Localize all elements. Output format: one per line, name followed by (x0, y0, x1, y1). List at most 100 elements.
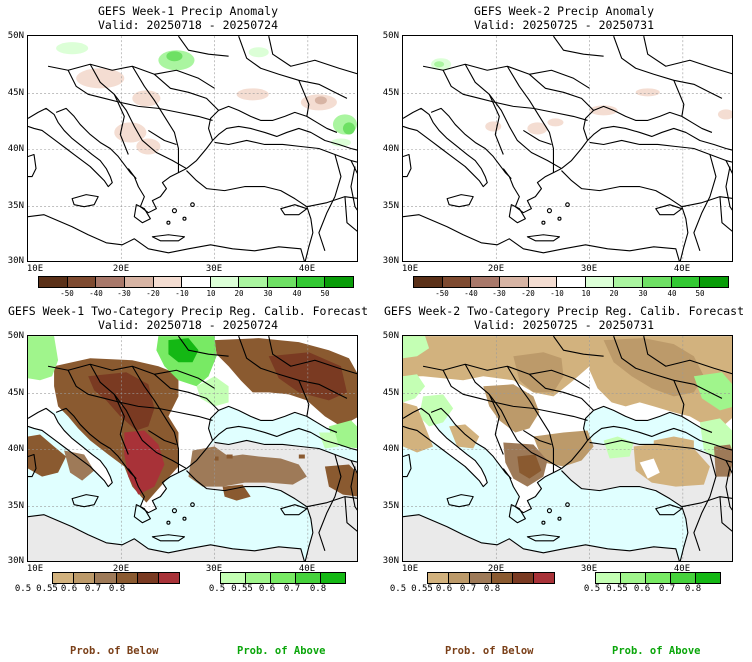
panel-week2-probability: GEFS Week-2 Two-Category Precip Reg. Cal… (376, 300, 752, 662)
colorbar-swatch (116, 573, 138, 583)
colorbar-swatch (512, 573, 534, 583)
lon-label-20e: 20E (112, 264, 130, 274)
colorbar-swatch (671, 573, 696, 583)
prob-tick-label: 0.6 (258, 584, 276, 594)
lon-label-30e: 30E (580, 264, 598, 274)
panel-title: GEFS Week-1 Precip Anomaly Valid: 202507… (0, 4, 376, 32)
colorbar-swatch (182, 277, 211, 287)
prob-tick-label: 0.7 (459, 584, 477, 594)
colorbar-tick-label: -20 (146, 289, 160, 298)
precip-anomaly-map (402, 35, 733, 262)
below-probability-colorbar (427, 572, 555, 584)
colorbar-tick-label: 50 (320, 289, 330, 298)
colorbar-swatch (137, 573, 159, 583)
prob-tick-label: 0.8 (684, 584, 702, 594)
colorbar-swatch (95, 573, 117, 583)
prob-tick-label: 0.5 (583, 584, 601, 594)
panel-week2-anomaly: GEFS Week-2 Precip Anomaly Valid: 202507… (376, 0, 752, 300)
colorbar-swatch (296, 573, 321, 583)
lat-label-35n: 35N (7, 501, 24, 511)
legend-prob-below: Prob. of Below (445, 645, 534, 657)
lat-label-40n: 40N (382, 144, 399, 154)
lon-label-20e: 20E (487, 564, 505, 574)
lon-label-20e: 20E (112, 564, 130, 574)
lat-label-30n: 30N (7, 256, 24, 266)
prob-tick-label: 0.6 (633, 584, 651, 594)
lon-label-40e: 40E (673, 264, 691, 274)
prob-tick-label: 0.7 (658, 584, 676, 594)
prob-tick-label: 0.55 (411, 584, 433, 594)
colorbar-swatch (221, 573, 246, 583)
colorbar-swatch (428, 573, 450, 583)
colorbar-tick-label: 40 (292, 289, 302, 298)
lat-label-50n: 50N (7, 331, 24, 341)
colorbar-swatch (643, 277, 672, 287)
colorbar-swatch (499, 277, 529, 287)
lat-label-50n: 50N (7, 31, 24, 41)
colorbar-tick-label: 40 (667, 289, 677, 298)
panel-valid-dates: Valid: 20250718 - 20250724 (97, 318, 278, 332)
colorbar-tick-label: 50 (695, 289, 705, 298)
lat-label-35n: 35N (7, 201, 24, 211)
lon-label-30e: 30E (580, 564, 598, 574)
colorbar-tick-label: -10 (175, 289, 189, 298)
colorbar-tick-label: -10 (550, 289, 564, 298)
legend-prob-below: Prob. of Below (70, 645, 159, 657)
two-category-probability-map (27, 335, 358, 562)
anomaly-colorbar (413, 276, 729, 288)
prob-tick-label: 0.8 (108, 584, 126, 594)
panel-title-text: GEFS Week-1 Precip Anomaly (97, 4, 278, 18)
panel-title: GEFS Week-2 Two-Category Precip Reg. Cal… (376, 304, 752, 332)
lat-label-45n: 45N (7, 388, 24, 398)
colorbar-swatch (671, 277, 701, 287)
panel-title-text: GEFS Week-2 Precip Anomaly (473, 4, 654, 18)
colorbar-swatch (158, 573, 180, 583)
colorbar-swatch (533, 573, 555, 583)
lon-label-10e: 10E (401, 564, 419, 574)
above-probability-colorbar (220, 572, 346, 584)
two-category-probability-map (402, 335, 733, 562)
prob-tick-label: 0.6 (60, 584, 78, 594)
lat-label-45n: 45N (382, 388, 399, 398)
anomaly-colorbar (38, 276, 354, 288)
legend-prob-above: Prob. of Above (612, 645, 701, 657)
colorbar-swatch (596, 573, 621, 583)
colorbar-swatch (210, 277, 240, 287)
colorbar-swatch (442, 277, 472, 287)
colorbar-swatch (321, 573, 345, 583)
prob-tick-label: 0.5 (14, 584, 32, 594)
colorbar-swatch (325, 277, 354, 287)
colorbar-tick-label: -20 (521, 289, 535, 298)
panel-valid-dates: Valid: 20250718 - 20250724 (97, 18, 278, 32)
panel-valid-dates: Valid: 20250725 - 20250731 (473, 18, 654, 32)
prob-tick-label: 0.7 (84, 584, 102, 594)
panel-title: GEFS Week-2 Precip Anomaly Valid: 202507… (376, 4, 752, 32)
lat-label-45n: 45N (7, 88, 24, 98)
colorbar-tick-label: -40 (464, 289, 478, 298)
prob-tick-label: 0.7 (283, 584, 301, 594)
colorbar-swatch (96, 277, 125, 287)
colorbar-tick-label: 10 (206, 289, 216, 298)
colorbar-swatch (491, 573, 513, 583)
panel-title: GEFS Week-1 Two-Category Precip Reg. Cal… (0, 304, 376, 332)
lat-label-40n: 40N (382, 444, 399, 454)
below-probability-colorbar (52, 572, 180, 584)
lat-label-30n: 30N (7, 556, 24, 566)
lon-label-30e: 30E (205, 264, 223, 274)
colorbar-swatch (614, 277, 644, 287)
colorbar-swatch (268, 277, 297, 287)
colorbar-swatch (74, 573, 96, 583)
lat-label-45n: 45N (382, 88, 399, 98)
colorbar-swatch (296, 277, 326, 287)
panel-week1-probability: GEFS Week-1 Two-Category Precip Reg. Cal… (0, 300, 376, 662)
panel-title-text: GEFS Week-2 Two-Category Precip Reg. Cal… (383, 304, 745, 318)
colorbar-tick-label: 30 (263, 289, 273, 298)
colorbar-swatch (557, 277, 586, 287)
colorbar-tick-label: 20 (234, 289, 244, 298)
lat-label-40n: 40N (7, 444, 24, 454)
prob-tick-label: 0.5 (389, 584, 407, 594)
colorbar-swatch (646, 573, 671, 583)
lat-label-35n: 35N (382, 501, 399, 511)
prob-tick-label: 0.8 (309, 584, 327, 594)
lon-label-10e: 10E (26, 264, 44, 274)
